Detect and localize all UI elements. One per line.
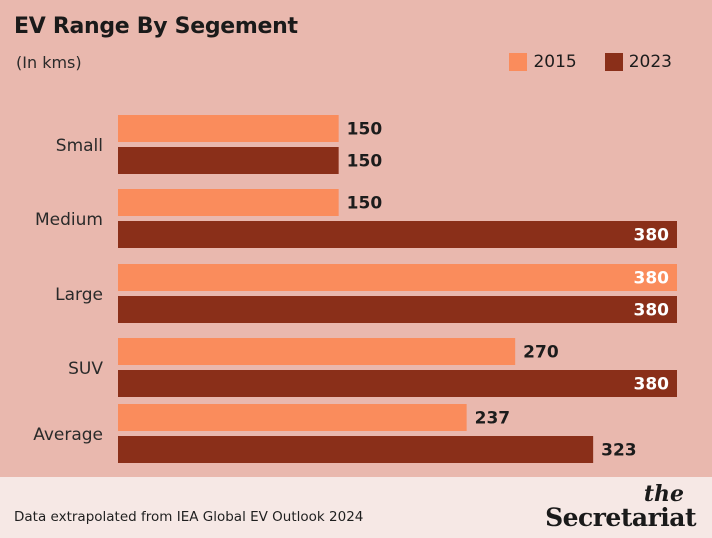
bar-small-2015 [118,115,339,142]
bar-large-2015 [118,264,677,291]
legend: 2015 2023 [509,52,672,72]
value-label-average-2023: 323 [601,441,637,461]
bar-chart: Small 150 150 Medium 150 380 Large 380 380 SUV 270… [33,115,677,463]
chart-title: EV Range By Segement [14,14,298,39]
category-label-average: Average [33,425,103,445]
value-label-large-2023: 380 [634,301,670,321]
bar-large-2023 [118,296,677,323]
logo-name: Secretariat [545,503,696,532]
bar-suv-2023 [118,370,677,397]
bar-average-2015 [118,404,467,431]
value-label-large-2015: 380 [634,269,670,289]
legend-item-2023: 2023 [604,52,672,72]
legend-item-2015: 2015 [509,52,577,72]
chart-subtitle: (In kms) [16,53,82,72]
value-label-average-2015: 237 [475,409,511,429]
legend-swatch-2023 [604,53,623,71]
category-label-small: Small [56,136,103,156]
category-label-suv: SUV [68,359,103,379]
bar-medium-2023 [118,221,677,248]
value-label-small-2015: 150 [347,120,383,140]
source-note: Data extrapolated from IEA Global EV Out… [14,509,364,525]
legend-label-2023: 2023 [628,52,672,72]
value-label-suv-2023: 380 [634,375,670,395]
value-label-medium-2023: 380 [634,226,670,246]
bar-suv-2015 [118,338,516,365]
value-label-suv-2015: 270 [523,343,559,363]
bar-small-2023 [118,147,339,174]
bar-average-2023 [118,436,594,463]
value-label-small-2023: 150 [347,152,383,172]
secretariat-logo: the Secretariat [545,483,696,530]
value-label-medium-2015: 150 [347,194,383,214]
legend-swatch-2015 [509,53,528,71]
category-label-large: Large [55,285,103,305]
logo-the: the [643,481,684,507]
legend-label-2015: 2015 [533,52,577,72]
footer: Data extrapolated from IEA Global EV Out… [0,477,712,538]
category-label-medium: Medium [35,210,103,230]
bar-medium-2015 [118,189,339,216]
